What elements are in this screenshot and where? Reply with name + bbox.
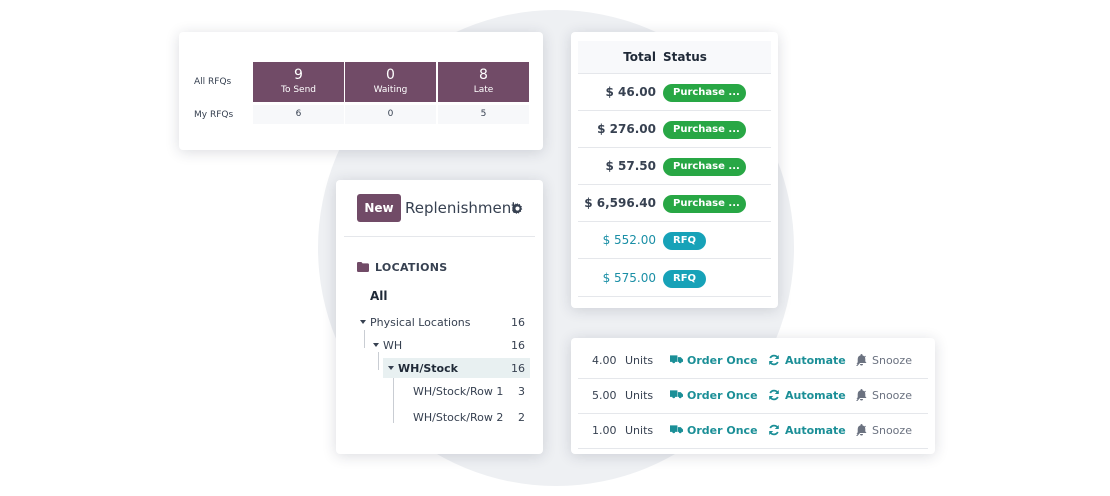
- rfq-late-box[interactable]: 8 Late: [438, 62, 529, 102]
- my-rfqs-label: My RFQs: [194, 110, 234, 120]
- rfq-box-label: Waiting: [373, 85, 408, 95]
- rfq-box-label: Late: [473, 85, 494, 95]
- bell-slash-icon: [856, 424, 867, 436]
- location-all[interactable]: All: [370, 289, 388, 303]
- tree-item-label: WH: [383, 339, 403, 352]
- table-row[interactable]: $ 46.00 Purchase ...: [578, 74, 771, 111]
- all-rfqs-label: All RFQs: [194, 77, 232, 87]
- table-row[interactable]: $ 6,596.40 Purchase ...: [578, 185, 771, 222]
- automate-label: Automate: [785, 354, 846, 367]
- automate-label: Automate: [785, 389, 846, 402]
- folder-icon: [357, 262, 369, 272]
- truck-icon: [670, 425, 683, 434]
- status-badge: Purchase ...: [663, 84, 746, 102]
- bell-slash-icon: [856, 354, 867, 366]
- locations-heading: LOCATIONS: [375, 261, 448, 274]
- status-badge: Purchase ...: [663, 158, 746, 176]
- my-rfq-waiting[interactable]: 0: [345, 105, 436, 124]
- refresh-icon: [769, 424, 779, 436]
- snooze-label: Snooze: [872, 389, 912, 402]
- total-column-header[interactable]: Total: [623, 50, 656, 64]
- refresh-icon: [769, 354, 779, 366]
- row-total: $ 57.50: [605, 159, 656, 173]
- rfq-to-send-box[interactable]: 9 To Send: [253, 62, 344, 102]
- snooze-label: Snooze: [872, 354, 912, 367]
- tree-connector: [364, 330, 365, 348]
- rfq-count: 8: [479, 67, 488, 83]
- caret-down-icon[interactable]: [360, 320, 366, 324]
- tree-item-wh[interactable]: WH: [373, 339, 402, 352]
- tree-item-count: 16: [511, 362, 525, 375]
- list-item: 5.00 Units Order Once Automate Snooze: [578, 379, 928, 414]
- tree-connector: [378, 352, 379, 370]
- table-row[interactable]: $ 575.00 RFQ: [578, 260, 771, 297]
- row-total: $ 575.00: [602, 271, 656, 285]
- unit-of-measure: Units: [625, 424, 654, 437]
- order-once-label: Order Once: [687, 424, 758, 437]
- row-total: $ 276.00: [597, 122, 656, 136]
- row-total: $ 46.00: [605, 85, 656, 99]
- rfq-summary-card: All RFQs My RFQs 9 To Send 0 Waiting 8 L…: [179, 32, 543, 150]
- tree-item-count: 16: [511, 316, 525, 329]
- unit-of-measure: Units: [625, 389, 654, 402]
- rfq-box-label: To Send: [280, 85, 316, 95]
- tree-item-wh-stock-row-2[interactable]: WH/Stock/Row 2: [413, 411, 504, 424]
- refresh-icon: [769, 389, 779, 401]
- list-item: 4.00 Units Order Once Automate Snooze: [578, 344, 928, 379]
- automate-label: Automate: [785, 424, 846, 437]
- quantity: 4.00: [592, 354, 617, 367]
- table-row[interactable]: $ 552.00 RFQ: [578, 222, 771, 259]
- tree-item-count: 2: [518, 411, 525, 424]
- replenishment-actions-card: 4.00 Units Order Once Automate Snooze 5.…: [571, 338, 935, 454]
- tree-item-count: 16: [511, 339, 525, 352]
- caret-down-icon[interactable]: [373, 343, 379, 347]
- new-button[interactable]: New: [357, 194, 401, 222]
- list-item: 1.00 Units Order Once Automate Snooze: [578, 414, 928, 449]
- quantity: 1.00: [592, 424, 617, 437]
- row-total: $ 6,596.40: [584, 196, 656, 210]
- tree-item-count: 3: [518, 385, 525, 398]
- status-column-header[interactable]: Status: [663, 50, 707, 64]
- tree-item-label: WH/Stock: [398, 362, 458, 375]
- tree-item-physical-locations[interactable]: Physical Locations: [360, 316, 471, 329]
- rfq-waiting-box[interactable]: 0 Waiting: [345, 62, 436, 102]
- gear-icon[interactable]: [512, 203, 523, 214]
- tree-connector: [393, 378, 394, 423]
- divider: [344, 236, 535, 237]
- table-header: Total Status: [578, 41, 771, 74]
- status-badge: RFQ: [663, 270, 707, 288]
- truck-icon: [670, 390, 683, 399]
- tree-item-label: Physical Locations: [370, 316, 471, 329]
- order-once-label: Order Once: [687, 354, 758, 367]
- purchase-orders-card: Total Status $ 46.00 Purchase ... $ 276.…: [571, 32, 778, 308]
- replenishment-card: New Replenishment LOCATIONS All Physical…: [336, 180, 543, 454]
- my-rfq-to-send[interactable]: 6: [253, 105, 344, 124]
- status-badge: Purchase ...: [663, 121, 746, 139]
- unit-of-measure: Units: [625, 354, 654, 367]
- tree-item-wh-stock-row-1[interactable]: WH/Stock/Row 1: [413, 385, 504, 398]
- snooze-label: Snooze: [872, 424, 912, 437]
- selected-location-highlight: [383, 358, 530, 378]
- row-total: $ 552.00: [602, 233, 656, 247]
- table-row[interactable]: $ 57.50 Purchase ...: [578, 148, 771, 185]
- status-badge: RFQ: [663, 232, 707, 250]
- truck-icon: [670, 355, 683, 364]
- rfq-count: 0: [386, 67, 395, 83]
- status-badge: Purchase ...: [663, 195, 746, 213]
- table-row[interactable]: $ 276.00 Purchase ...: [578, 111, 771, 148]
- bell-slash-icon: [856, 389, 867, 401]
- order-once-label: Order Once: [687, 389, 758, 402]
- rfq-count: 9: [294, 67, 303, 83]
- quantity: 5.00: [592, 389, 617, 402]
- page-title: Replenishment: [405, 199, 518, 217]
- caret-down-icon[interactable]: [388, 366, 394, 370]
- my-rfq-late[interactable]: 5: [438, 105, 529, 124]
- tree-item-wh-stock[interactable]: WH/Stock: [388, 362, 458, 375]
